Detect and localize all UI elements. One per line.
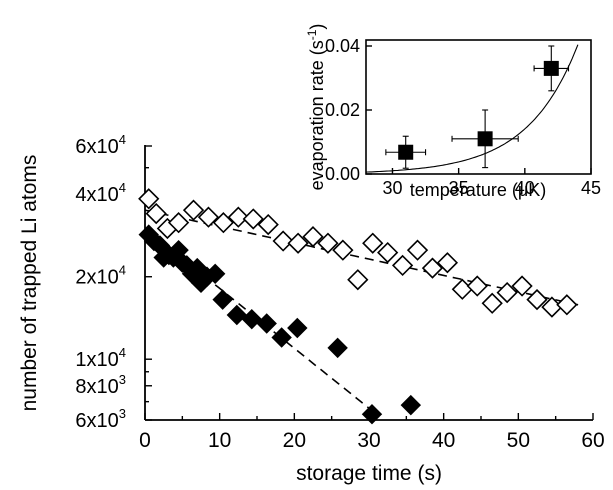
main-y-tick-label: 8x103: [75, 372, 126, 398]
main-data-points: [138, 188, 578, 425]
main-fit-lines: [144, 209, 579, 415]
open-diamond-point: [362, 232, 384, 254]
main-x-tick-label: 60: [581, 429, 604, 452]
inset-y-ticks: 0.00 0.02 0.04: [325, 36, 372, 184]
open-diamond-point: [496, 281, 518, 304]
inset-x-tick-label: 35: [449, 178, 469, 198]
main-y-tick-label: 1x104: [75, 345, 126, 371]
open-diamond-point: [436, 252, 459, 274]
inset-x-tick-label: 30: [382, 178, 402, 198]
main-x-axis-label: storage time (s): [296, 462, 442, 485]
main-y-tick-label: 6x104: [75, 132, 126, 158]
inset-fit-curve: [365, 44, 579, 173]
filled-diamond-point: [241, 308, 262, 330]
filled-square-point: [398, 144, 414, 160]
open-diamond-point: [317, 232, 339, 254]
filled-diamond-point: [287, 317, 308, 339]
filled-diamond-point: [400, 394, 422, 416]
open-diamond-point: [257, 213, 279, 236]
inset-point-group: [385, 135, 427, 169]
inset-y-label-suffix: ): [307, 24, 327, 30]
filled-diamond-point: [361, 403, 383, 425]
main-y-tick-label: 2x104: [75, 263, 126, 289]
inset-y-label-exp: -1: [305, 29, 319, 40]
inset-x-axis-label: temperature (μK): [410, 180, 546, 200]
main-x-tick-label: 20: [283, 429, 306, 452]
inset-x-ticks: 30 35 40 45: [382, 168, 601, 198]
open-diamond-point: [182, 199, 205, 221]
main-x-tick-label: 30: [357, 429, 380, 452]
open-diamond-point: [347, 269, 369, 291]
open-diamond-point: [197, 206, 220, 228]
inset-x-tick-label: 45: [581, 178, 601, 198]
main-x-tick-label: 10: [208, 429, 231, 452]
open-diamond-point: [511, 275, 533, 297]
open-diamond-point: [526, 288, 548, 311]
inset-x-tick-label: 40: [515, 178, 535, 198]
filled-diamond-point: [327, 337, 348, 359]
filled-diamond-point: [204, 263, 226, 284]
main-x-ticks: 0 10 20 30 40 50 60: [139, 413, 605, 452]
open-diamond-point: [227, 206, 249, 228]
open-diamond-point: [466, 275, 488, 297]
inset-y-tick-label: 0.04: [325, 36, 360, 56]
filled-diamond-point: [256, 313, 277, 334]
open-diamond-point: [138, 188, 160, 210]
main-y-axis-label: number of trapped Li atoms: [18, 155, 41, 412]
main-y-tick-label: 6x103: [75, 406, 126, 432]
inset-fit-curve-path: [365, 44, 579, 173]
open-diamond-point: [212, 212, 235, 234]
open-diamond-point: [556, 294, 578, 316]
open-diamond-point: [272, 230, 294, 252]
inset-y-tick-label: 0.02: [325, 100, 360, 120]
inset-point-group: [533, 45, 570, 92]
open-diamond-point: [421, 257, 444, 279]
inset-y-axis-label: evaporation rate (s-1): [305, 24, 327, 191]
open-diamond-point: [145, 202, 167, 225]
inset-y-tick-label: 0.00: [325, 164, 360, 184]
inset-data-points: [385, 45, 570, 169]
filled-square-point: [477, 131, 493, 147]
main-x-tick-label: 0: [139, 429, 151, 452]
inset-plot: 30 35 40 45 0.00 0.02 0.04 temperature (μK) e…: [305, 24, 601, 200]
inset-y-label-main: evaporation rate (s: [307, 40, 327, 190]
open-diamond-point: [287, 232, 309, 254]
main-plot: 0 10 20 30 40 50 60 6x1044x1042x1041x1048x1036…: [18, 132, 605, 485]
open-diamond-point: [481, 292, 503, 314]
inset-point-group: [451, 109, 519, 169]
open-diamond-point: [377, 241, 399, 264]
open-diamond-point: [302, 226, 324, 248]
main-x-tick-label: 40: [432, 429, 455, 452]
main-y-tick-label: 4x104: [75, 180, 126, 206]
filled-diamond-point: [212, 289, 233, 310]
filled-square-point: [543, 60, 559, 76]
open-diamond-point: [242, 208, 264, 230]
filled-diamond-point: [226, 304, 248, 326]
filled-diamond-point: [271, 327, 292, 348]
open-diamond-point: [406, 239, 429, 261]
main-x-tick-label: 50: [507, 429, 530, 452]
open-diamond-point: [167, 212, 190, 234]
open-diamond-point: [451, 278, 473, 300]
open-diamond-point: [391, 254, 414, 277]
open-diamond-point: [332, 239, 354, 261]
